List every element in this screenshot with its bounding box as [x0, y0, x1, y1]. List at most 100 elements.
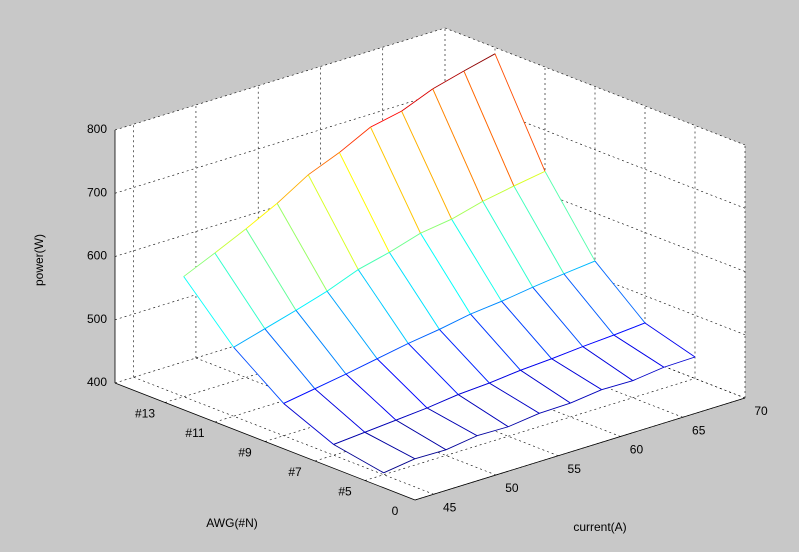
mesh-edge	[570, 389, 602, 404]
mesh-edge	[376, 358, 428, 409]
mesh-edge	[432, 70, 465, 90]
mesh-edge	[582, 346, 633, 382]
mesh-edge	[426, 407, 478, 437]
mesh-edge	[632, 366, 665, 382]
mesh-edge	[520, 358, 552, 371]
mesh-face	[358, 252, 440, 344]
mesh-edge	[401, 110, 453, 220]
mesh-edge	[501, 301, 552, 360]
grid-line	[444, 154, 746, 272]
mesh-edge	[338, 152, 390, 253]
mesh-face	[513, 171, 595, 274]
mesh-edge	[183, 276, 235, 348]
mesh-edge	[214, 228, 247, 254]
mesh-face	[451, 201, 533, 302]
mesh-face	[427, 394, 509, 436]
mesh-face	[183, 253, 265, 348]
mesh-edge	[513, 185, 565, 275]
mesh-edge	[370, 110, 402, 128]
z-tick-label: 800	[87, 122, 107, 136]
mesh-edge	[407, 343, 459, 395]
mesh-edge	[245, 228, 297, 311]
mesh-edge	[357, 251, 390, 270]
mesh-face	[283, 388, 365, 445]
mesh-edge	[326, 290, 378, 360]
mesh-face	[532, 273, 614, 347]
mesh-edge	[276, 203, 328, 292]
mesh-edge	[663, 356, 696, 368]
x-tick-label: 50	[505, 481, 519, 495]
y-tick-label: #13	[135, 407, 155, 421]
mesh-edge	[563, 273, 615, 336]
mesh-face	[463, 53, 545, 187]
mesh-edge	[364, 419, 397, 433]
mesh-face	[420, 219, 502, 315]
mesh-edge	[426, 394, 459, 409]
mesh-edge	[551, 358, 602, 391]
mesh-face	[327, 269, 409, 359]
mesh-edge	[295, 310, 347, 375]
mesh-face	[439, 314, 521, 384]
z-axis-label: power(W)	[32, 234, 46, 286]
mesh-edge	[601, 380, 633, 391]
mesh-face	[551, 346, 633, 390]
y-tick-label: 0	[392, 504, 399, 518]
mesh-edge	[314, 373, 347, 390]
mesh-edge	[470, 313, 521, 371]
mesh-edge	[563, 260, 596, 275]
x-tick-label: 55	[568, 462, 582, 476]
mesh-edge	[245, 203, 278, 230]
mesh-edge	[482, 201, 534, 288]
mesh-edge	[295, 290, 328, 311]
z-tick-label: 500	[87, 312, 107, 326]
mesh-edge	[532, 273, 565, 288]
mesh-face	[364, 420, 446, 459]
grid-line	[133, 376, 434, 495]
mesh-face	[314, 374, 396, 433]
z-tick-label: 700	[87, 185, 107, 199]
mesh-edge	[276, 174, 309, 204]
mesh-face	[308, 152, 390, 270]
mesh-edge	[283, 388, 316, 404]
mesh-face	[377, 343, 459, 409]
y-tick-label: #7	[288, 465, 302, 479]
mesh-edge	[314, 388, 366, 433]
mesh-edge	[183, 252, 216, 277]
z-tick-label: 400	[87, 375, 107, 389]
mesh-edge	[333, 431, 365, 445]
mesh-edge	[283, 403, 334, 445]
mesh-edge	[582, 334, 615, 348]
mesh-face	[333, 432, 415, 473]
mesh-edge	[439, 329, 490, 384]
mesh-edge	[264, 328, 316, 390]
mesh-edge	[326, 269, 359, 292]
y-tick-label: #5	[338, 485, 352, 499]
x-tick-label: 70	[754, 404, 768, 418]
mesh-face	[489, 370, 571, 414]
x-tick-label: 65	[692, 423, 706, 437]
mesh-edge	[470, 300, 502, 315]
grid-line	[444, 27, 746, 146]
mesh-edge	[494, 53, 546, 172]
mesh-face	[408, 329, 490, 395]
mesh-edge	[513, 170, 546, 187]
mesh-edge	[420, 218, 452, 234]
mesh-face	[582, 335, 664, 381]
mesh-face	[563, 261, 645, 336]
mesh-edge	[233, 328, 266, 348]
mesh-edge	[439, 313, 471, 330]
mesh-edge	[357, 269, 409, 344]
mesh-edge	[476, 426, 509, 437]
mesh-edge	[395, 419, 447, 451]
x-tick-label: 45	[443, 500, 457, 514]
mesh-edge	[594, 260, 646, 324]
grid-line	[444, 90, 746, 209]
mesh-edge	[383, 458, 415, 474]
mesh-face	[264, 310, 346, 389]
mesh-face	[432, 71, 514, 202]
mesh-edge	[339, 126, 371, 153]
mesh-edge	[613, 322, 646, 336]
mesh-edge	[432, 88, 484, 202]
mesh-face	[339, 127, 421, 253]
